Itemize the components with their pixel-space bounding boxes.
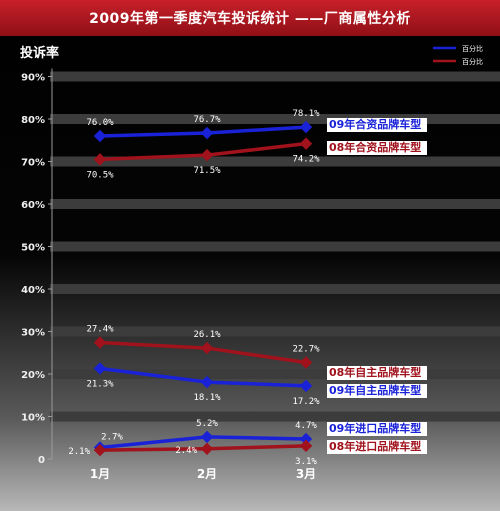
y-tick-label: 10% [21,413,45,424]
series-point [299,356,313,369]
grid-band [50,284,500,294]
data-label: 18.1% [193,393,221,403]
data-label: 2.4% [175,446,197,456]
data-label: 76.7% [193,115,221,125]
series-name-bg [327,118,427,132]
grid-band [50,114,500,124]
series-point [93,129,107,143]
data-label: 2.7% [101,433,123,443]
series-point [200,430,214,444]
y-tick-label: 30% [21,328,45,339]
grid-band [50,199,500,209]
series-name-bg [327,422,427,436]
series-name-label: 09年自主品牌车型 [329,383,421,397]
data-label: 17.2% [292,397,320,407]
y-tick-label: 60% [21,200,45,211]
series-name-label: 08年自主品牌车型 [329,365,421,379]
data-label: 26.1% [193,330,221,340]
data-label: 2.1% [68,447,90,457]
series-name-label: 09年进口品牌车型 [329,421,421,435]
grid-band [50,71,500,82]
y-tick-label: 40% [21,285,45,296]
grid-band [50,411,500,422]
series-point [299,439,313,453]
series-point [93,336,107,349]
y-tick-label: 50% [21,243,45,254]
series-name-bg [327,141,427,155]
data-label: 76.0% [86,118,114,128]
data-label: 71.5% [193,166,221,176]
y-tick-label: 20% [21,370,45,381]
y-tick-label: 0 [38,455,45,466]
series-name-bg [327,384,427,398]
series-line [99,340,307,365]
series-name-bg [327,366,427,380]
legend-label: 百分比 [462,57,483,66]
y-tick-label: 90% [21,73,45,84]
series-point [299,137,313,150]
data-label: 27.4% [86,325,114,335]
data-label: 74.2% [292,155,320,165]
chart-title: 2009年第一季度汽车投诉统计 ——厂商属性分析 [89,11,411,27]
data-label: 70.5% [86,170,114,180]
series-point [200,442,214,456]
grid-band [50,326,500,337]
data-label: 3.1% [295,457,317,467]
y-axis-title: 投诉率 [20,45,59,61]
series-point [200,148,214,162]
series-point [299,379,313,393]
series-name-label: 08年进口品牌车型 [329,439,421,453]
series-name-label: 09年合资品牌车型 [329,117,421,131]
grid-band [50,156,500,167]
series-point [200,341,214,355]
data-label: 21.3% [86,379,114,389]
legend-label: 百分比 [462,44,483,53]
x-tick-label: 2月 [197,467,217,481]
series-point [93,153,107,166]
series-point [200,126,214,140]
x-tick-label: 3月 [296,467,316,481]
series-point [93,362,107,375]
data-label: 5.2% [196,419,218,429]
title-bar: 2009年第一季度汽车投诉统计 ——厂商属性分析 [0,0,500,36]
data-label: 78.1% [292,109,320,119]
series-name-bg [327,440,427,454]
grid-band [50,369,500,379]
y-tick-label: 70% [21,158,45,169]
y-tick-label: 80% [21,115,45,126]
x-tick-label: 1月 [90,467,110,481]
series-point [200,375,214,389]
series-name-label: 08年合资品牌车型 [329,140,421,154]
series-point [93,443,107,457]
data-label: 22.7% [292,345,320,355]
data-label: 4.7% [295,421,317,431]
series-point [299,120,313,134]
grid-band [50,241,500,252]
